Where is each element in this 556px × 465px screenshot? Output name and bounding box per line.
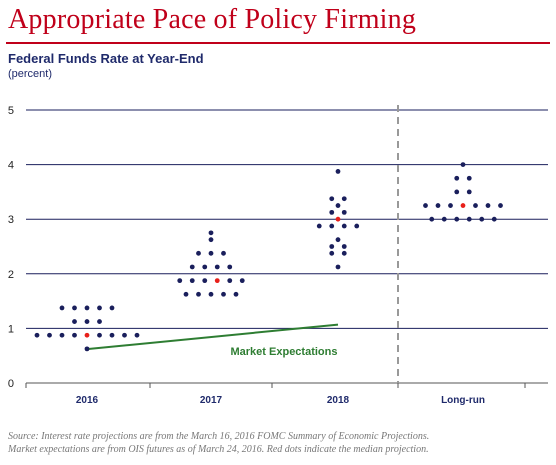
projection-dot — [335, 203, 341, 208]
projection-dot — [329, 196, 335, 202]
projection-dot — [341, 209, 347, 215]
projection-dot — [329, 244, 335, 249]
projection-dot — [479, 216, 485, 222]
projection-dot — [208, 250, 214, 256]
projection-dot — [498, 203, 503, 208]
dot-plot-chart: 0 1 2 3 4 5 2016 2017 2018 Long-run Market Expecta… — [8, 105, 548, 406]
projection-dot — [335, 264, 341, 270]
projection-dot — [233, 291, 239, 297]
projection-dot — [227, 278, 233, 284]
projection-dot — [122, 332, 127, 338]
median-dot — [214, 278, 220, 284]
projection-dot — [196, 250, 201, 256]
projection-dot — [208, 291, 214, 297]
projection-dot — [221, 291, 226, 297]
projection-dot — [329, 250, 335, 256]
footer-note: Source: Interest rate projections are fr… — [8, 430, 548, 456]
x-tick-label: 2018 — [327, 395, 350, 406]
projection-dot — [329, 209, 335, 215]
x-tick-label: 2016 — [76, 395, 99, 406]
projection-dot — [227, 264, 233, 270]
projection-dot — [183, 291, 189, 297]
projection-dot — [202, 278, 208, 284]
projection-dot — [354, 223, 360, 229]
projection-dot — [84, 346, 90, 352]
median-dot — [460, 203, 466, 208]
y-tick-label: 4 — [8, 160, 14, 172]
projection-dot — [189, 278, 195, 284]
market-expectations-label: Market Expectations — [231, 346, 338, 358]
title-divider — [6, 42, 550, 44]
chart-title: Federal Funds Rate at Year-End — [8, 51, 204, 66]
projection-dot — [72, 305, 77, 311]
projection-dot — [97, 332, 102, 338]
projection-dot — [59, 305, 65, 311]
projection-dot — [109, 305, 115, 311]
projection-dot — [47, 332, 52, 338]
projection-dot — [84, 319, 90, 324]
slide-title: Appropriate Pace of Policy Firming — [8, 4, 417, 35]
projection-dot — [491, 216, 497, 222]
projection-dot — [134, 332, 140, 338]
projection-dot — [208, 230, 214, 236]
projection-dot — [466, 189, 472, 195]
projection-dot — [34, 332, 40, 338]
y-tick-label: 5 — [8, 105, 14, 117]
projection-dot — [97, 305, 102, 311]
projection-dot — [429, 216, 435, 222]
projection-dot — [466, 175, 472, 181]
projection-dot — [239, 278, 245, 284]
projection-dot — [208, 237, 214, 243]
projection-dot — [473, 203, 478, 208]
projection-dot — [460, 162, 466, 168]
projection-dot — [454, 216, 460, 222]
projection-dot — [341, 250, 347, 256]
projection-dot — [341, 244, 347, 249]
projection-dot — [189, 264, 195, 270]
y-tick-label: 1 — [8, 323, 14, 335]
projection-dot — [485, 203, 491, 208]
projection-dot — [214, 264, 220, 270]
projection-dot — [441, 216, 447, 222]
footer-source-line: Source: Interest rate projections are fr… — [8, 431, 430, 442]
projection-dot — [341, 223, 347, 229]
projection-dot — [335, 237, 341, 243]
projection-dot — [59, 332, 65, 338]
median-dot — [84, 332, 90, 338]
projection-dot — [466, 216, 472, 222]
projection-dot — [329, 223, 335, 229]
projection-dot — [109, 332, 115, 338]
footer-market-line: Market expectations are from OIS futures… — [8, 444, 429, 455]
y-tick-label: 3 — [8, 214, 14, 226]
projection-dot — [72, 319, 77, 324]
market-expectations-line — [86, 323, 339, 351]
y-tick-label: 2 — [8, 269, 14, 281]
projection-dot — [435, 203, 441, 208]
projection-dot — [454, 175, 460, 181]
projection-dot — [454, 189, 460, 195]
y-tick-label: 0 — [8, 378, 14, 390]
chart-subtitle: (percent) — [8, 68, 53, 80]
projection-dot — [84, 305, 90, 311]
projection-dot — [202, 264, 208, 270]
projection-dot — [335, 169, 341, 174]
projection-dot — [341, 196, 347, 202]
projection-dot — [448, 203, 453, 208]
x-tick-label: Long-run — [441, 395, 485, 406]
projection-dot — [423, 203, 428, 208]
projection-dot — [177, 278, 183, 284]
projection-dot — [221, 250, 226, 256]
projection-dot — [316, 223, 322, 229]
projection-dot — [97, 319, 102, 324]
x-tick-label: 2017 — [200, 395, 223, 406]
projection-dot — [196, 291, 201, 297]
projection-dot — [72, 332, 77, 338]
median-dot — [335, 216, 341, 222]
